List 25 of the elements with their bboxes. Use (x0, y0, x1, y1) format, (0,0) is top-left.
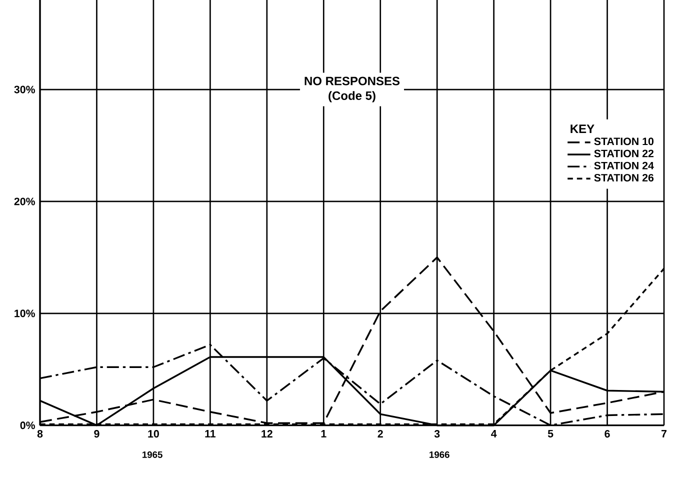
y-tick-label: 30% (14, 86, 36, 94)
y-tick-label: 20% (14, 198, 36, 206)
legend-label: STATION 22 (594, 150, 654, 158)
y-tick-label: 0% (20, 422, 36, 430)
legend-label: STATION 10 (594, 138, 654, 146)
x-tick-label: 10 (148, 430, 159, 438)
x-tick-label: 7 (661, 430, 666, 438)
x-tick-label: 5 (548, 430, 554, 438)
text: 1966 (430, 452, 450, 458)
x-tick-label: 3 (434, 430, 440, 438)
x-tick-label: 4 (491, 430, 497, 438)
x-tick-label: 1 (321, 430, 326, 438)
text: 1965 (142, 452, 162, 458)
text: (Code 5) (328, 91, 376, 102)
x-tick-label: 6 (604, 430, 610, 438)
legend-label: STATION 24 (594, 162, 654, 170)
x-tick-label: 11 (205, 430, 216, 438)
y-tick-label: 10% (14, 310, 36, 318)
legend-title: KEY (570, 124, 594, 134)
x-tick-label: 8 (37, 430, 43, 438)
x-tick-label: 2 (378, 430, 383, 438)
x-tick-label: 9 (94, 430, 100, 438)
legend-label: STATION 26 (594, 174, 654, 182)
x-tick-label: 12 (262, 430, 272, 438)
text: NO RESPONSES (304, 76, 400, 86)
